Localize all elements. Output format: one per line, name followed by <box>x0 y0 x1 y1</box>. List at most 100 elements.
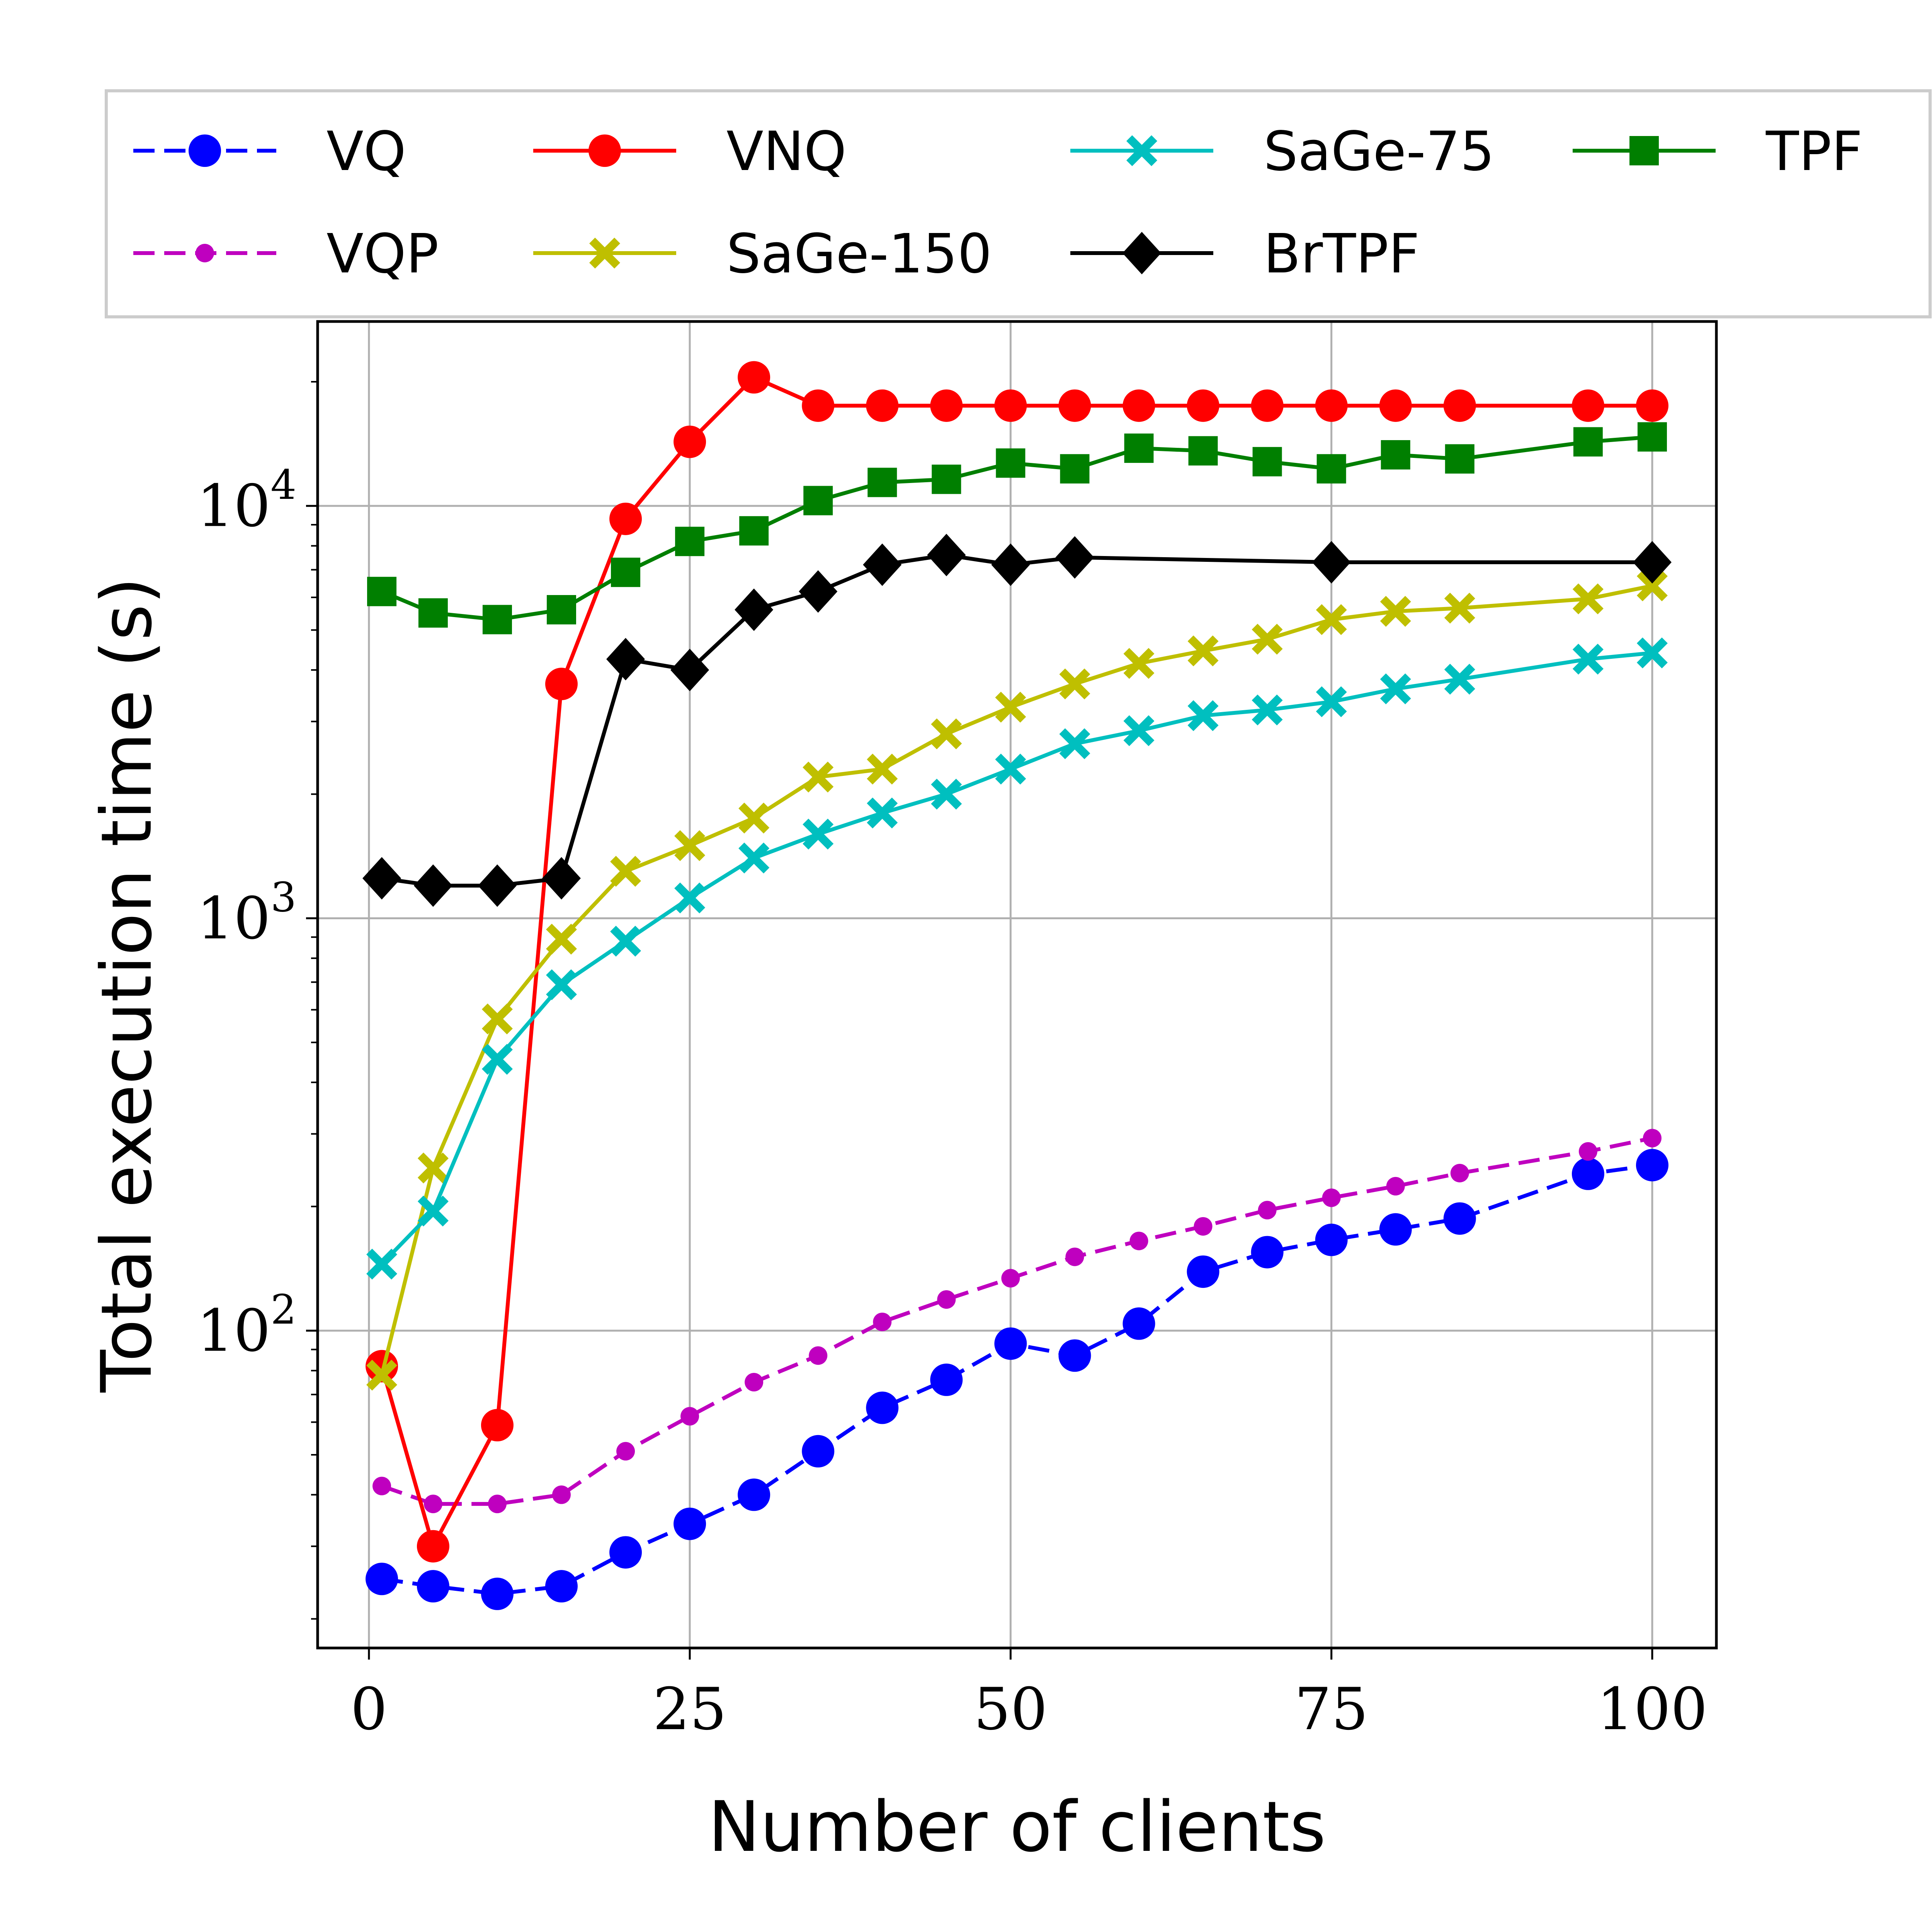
data-point <box>1187 389 1219 422</box>
data-point <box>1194 1217 1213 1236</box>
legend-label: SaGe-150 <box>726 223 992 286</box>
data-point <box>1124 433 1154 463</box>
data-point <box>931 779 962 810</box>
data-point <box>991 543 1030 586</box>
data-point <box>675 527 705 556</box>
data-point <box>610 925 641 957</box>
legend-item: SaGe-75 <box>1070 120 1495 183</box>
data-point <box>995 753 1026 785</box>
legend-label: VNQ <box>726 120 847 183</box>
data-point <box>803 486 833 515</box>
data-point <box>196 244 214 262</box>
data-point <box>1059 668 1090 700</box>
data-point <box>1123 648 1155 679</box>
legend-label: SaGe-75 <box>1264 120 1495 183</box>
data-point <box>1571 1157 1604 1190</box>
data-point <box>1380 673 1411 704</box>
data-point <box>1316 604 1347 635</box>
data-point <box>670 648 709 691</box>
x-tick-label: 25 <box>653 1676 727 1743</box>
legend-label: TPF <box>1765 120 1862 183</box>
y-tick-label: 104 <box>197 461 296 540</box>
data-point <box>417 1570 449 1603</box>
data-point <box>1258 1201 1277 1219</box>
data-point <box>366 1359 398 1391</box>
data-point <box>418 598 448 628</box>
series-brtpf <box>362 534 1672 907</box>
data-point <box>1572 643 1604 675</box>
data-point <box>738 803 770 834</box>
data-point <box>1643 1129 1662 1148</box>
data-point <box>1445 444 1475 474</box>
data-point <box>1636 570 1668 602</box>
data-point <box>995 692 1026 723</box>
data-point <box>745 1373 764 1392</box>
data-point <box>1252 447 1282 476</box>
series-layer <box>362 361 1672 1610</box>
data-point <box>866 389 899 422</box>
y-tick-label: 103 <box>197 874 296 952</box>
data-point <box>1059 728 1090 759</box>
data-point <box>809 1346 828 1365</box>
data-point <box>994 1327 1027 1360</box>
data-point <box>478 864 517 907</box>
data-point <box>481 1577 514 1610</box>
data-point <box>1058 1339 1091 1372</box>
data-point <box>552 1485 571 1504</box>
data-point <box>372 1476 391 1495</box>
data-point <box>545 1570 578 1603</box>
data-point <box>674 882 706 913</box>
data-point <box>482 605 512 634</box>
y-tick-label: 102 <box>197 1286 296 1365</box>
data-point <box>1379 389 1412 422</box>
data-point <box>996 448 1026 478</box>
series-vqp <box>372 1129 1662 1514</box>
data-point <box>802 1435 835 1468</box>
data-point <box>1380 596 1411 627</box>
data-point <box>481 1044 513 1075</box>
data-point <box>1444 592 1475 624</box>
data-point <box>1316 454 1346 484</box>
data-point <box>863 543 902 586</box>
data-point <box>1312 541 1351 584</box>
data-point <box>546 923 577 955</box>
plot-frame <box>316 320 1718 1650</box>
data-point <box>1315 1223 1348 1256</box>
data-point <box>1187 700 1219 731</box>
legend: VQ VQP VNQ SaGe-150 SaGe-75 BrTPF TPF <box>105 89 1932 318</box>
data-point <box>1386 1177 1405 1196</box>
data-point <box>542 857 581 900</box>
data-point <box>481 1003 513 1035</box>
data-point <box>1573 427 1603 457</box>
data-point <box>1444 663 1475 695</box>
data-point <box>799 570 838 613</box>
data-point <box>1636 637 1668 668</box>
data-point <box>1379 1213 1412 1246</box>
data-point <box>680 1407 699 1426</box>
data-point <box>738 842 770 874</box>
data-point <box>616 1442 635 1461</box>
data-point <box>930 1363 963 1396</box>
data-point <box>994 389 1027 422</box>
data-point <box>1322 1188 1341 1207</box>
data-point <box>1629 136 1659 165</box>
data-point <box>1060 454 1090 484</box>
legend-label: VQP <box>327 223 439 286</box>
data-point <box>739 516 769 546</box>
legend-item: SaGe-150 <box>533 223 992 286</box>
data-point <box>1122 389 1155 422</box>
data-point <box>927 534 966 577</box>
data-point <box>423 1495 442 1514</box>
data-point <box>547 595 577 624</box>
data-point <box>417 1530 449 1563</box>
data-point <box>937 1290 956 1309</box>
data-point <box>803 762 834 793</box>
data-point <box>1122 232 1161 274</box>
data-point <box>735 588 774 631</box>
data-point <box>673 1507 706 1540</box>
legend-item: TPF <box>1573 120 1862 183</box>
data-point <box>366 1248 398 1280</box>
data-point <box>1001 1269 1020 1288</box>
data-point <box>1123 715 1155 747</box>
data-point <box>609 502 642 535</box>
